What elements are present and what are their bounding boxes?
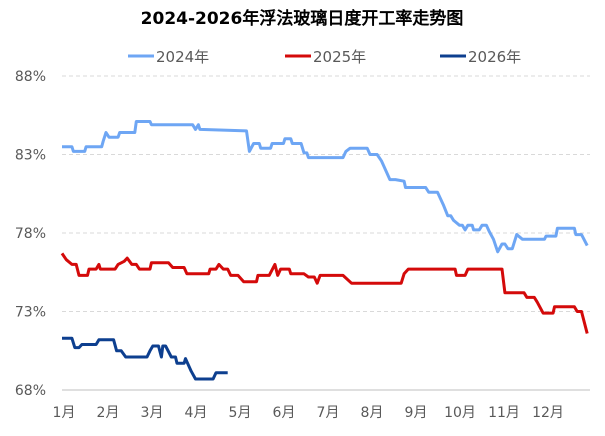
x-tick-label: 3月 (141, 405, 164, 421)
legend-label: 2026年 (468, 48, 521, 66)
legend-label: 2024年 (156, 48, 209, 66)
series-line-2025年 (60, 252, 589, 334)
x-tick-label: 6月 (273, 405, 296, 421)
y-tick-label: 73% (15, 305, 46, 321)
x-axis-ticks: 1月 2月 3月 4月 5月 6月 7月 8月 9月 10月 11月 12月 (53, 405, 564, 421)
y-tick-label: 68% (15, 383, 46, 399)
legend-label: 2025年 (313, 48, 366, 66)
gridlines (62, 75, 590, 391)
chart-title: 2024-2026年浮法玻璃日度开工率走势图 (141, 8, 464, 29)
series-lines (60, 120, 589, 381)
series-line-2026年 (62, 336, 228, 381)
y-tick-label: 88% (15, 69, 46, 85)
x-tick-label: 4月 (185, 405, 208, 421)
x-tick-label: 2月 (97, 405, 120, 421)
x-tick-label: 12月 (532, 405, 564, 421)
y-axis-ticks: 68% 73% 78% 83% 88% (15, 69, 46, 399)
x-tick-label: 11月 (488, 405, 520, 421)
x-tick-label: 7月 (317, 405, 340, 421)
legend: 2024年 2025年 2026年 (128, 48, 521, 66)
y-tick-label: 83% (15, 148, 46, 164)
x-tick-label: 8月 (361, 405, 384, 421)
series-line-2024年 (62, 120, 589, 254)
x-tick-label: 9月 (405, 405, 428, 421)
y-tick-label: 78% (15, 226, 46, 242)
x-tick-label: 1月 (53, 405, 76, 421)
x-tick-label: 10月 (444, 405, 476, 421)
x-tick-label: 5月 (229, 405, 252, 421)
